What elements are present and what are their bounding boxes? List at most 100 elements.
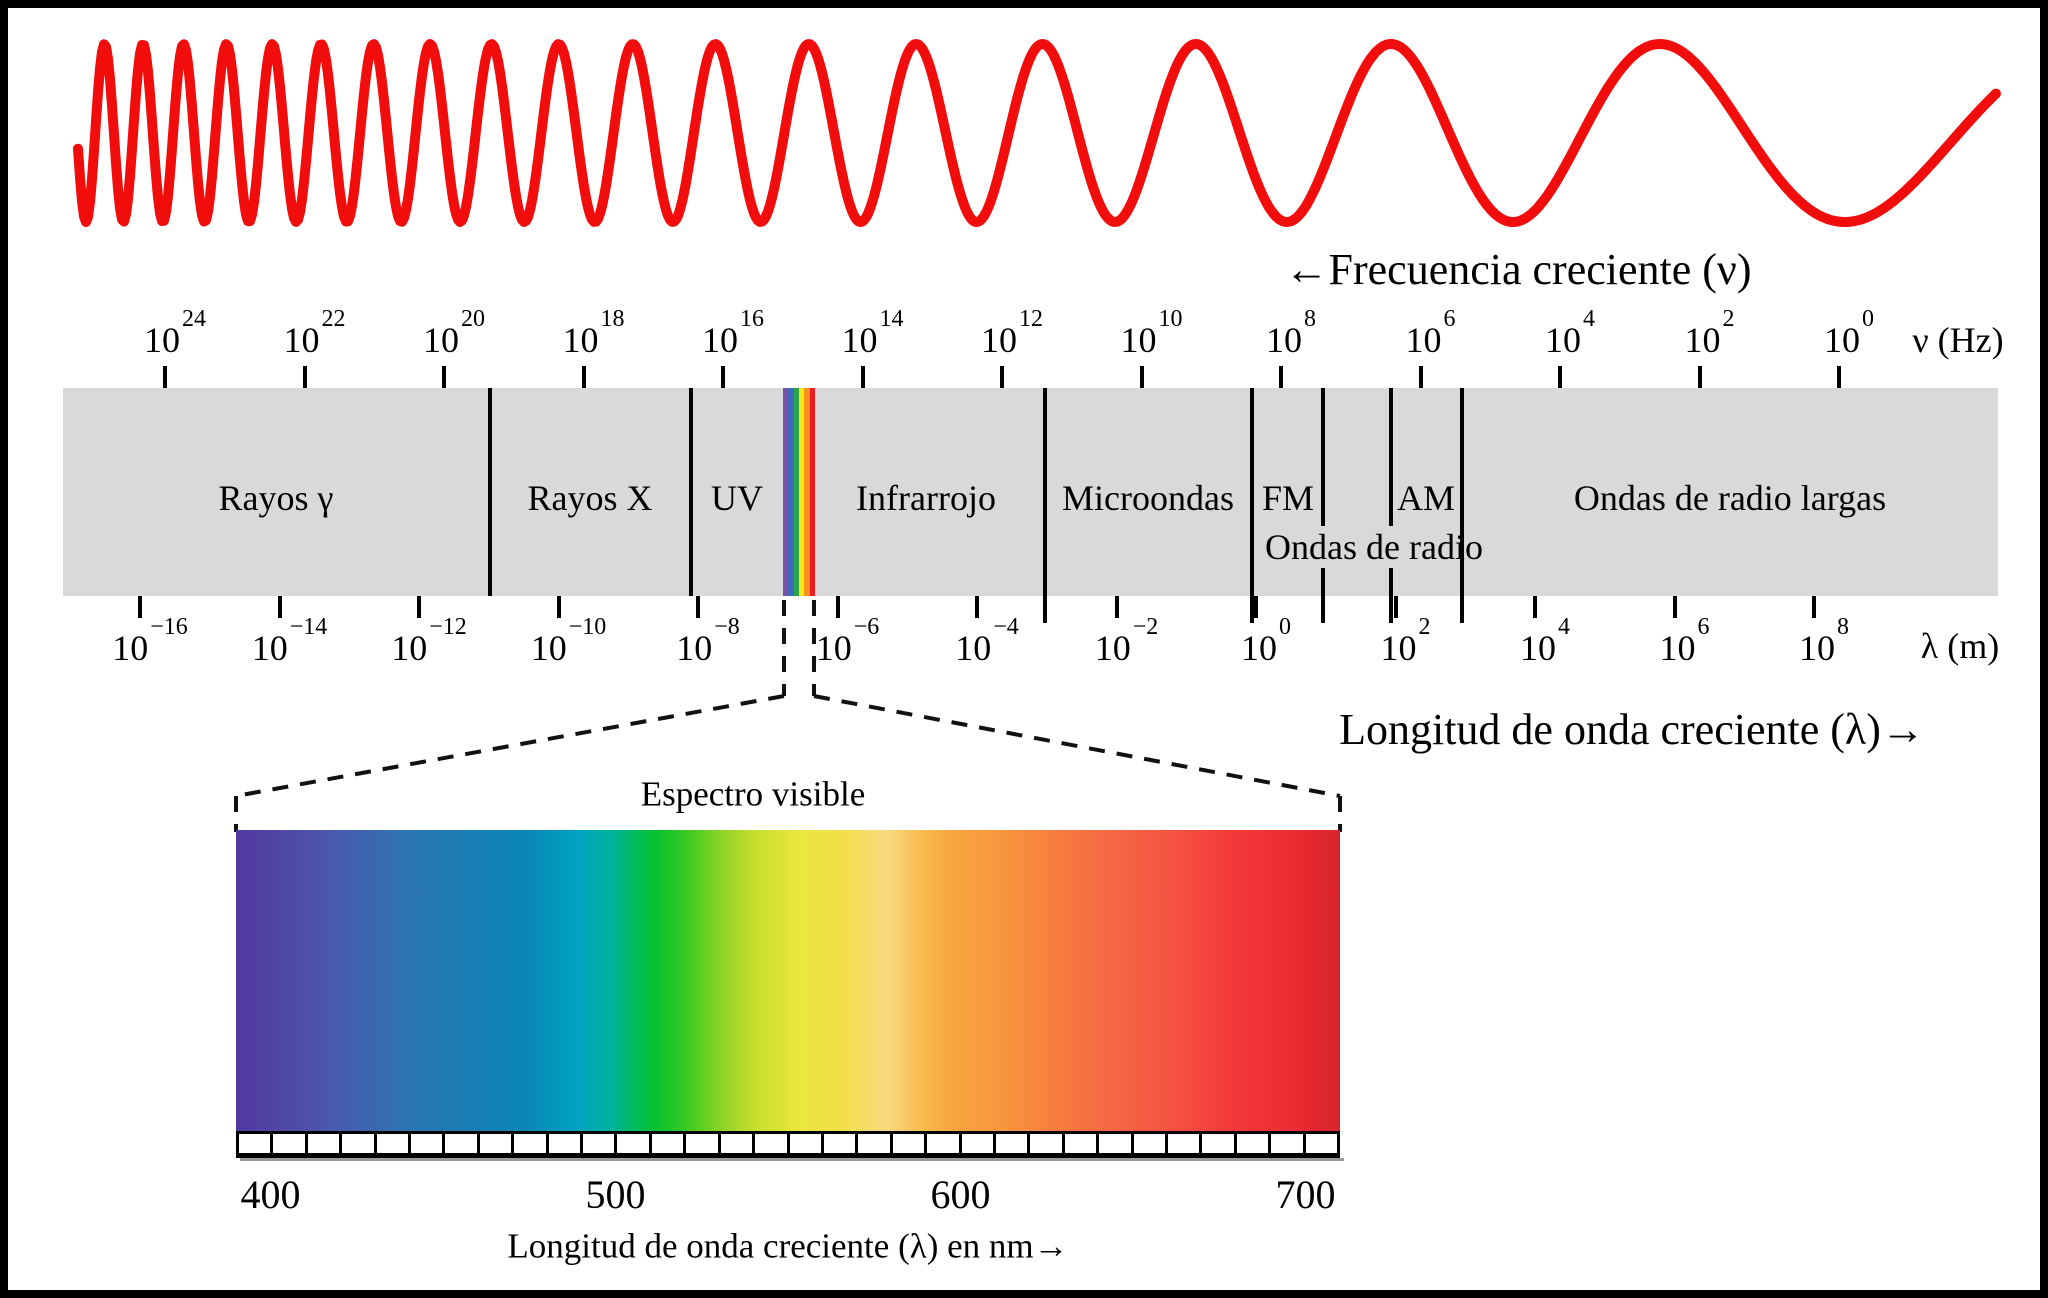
wavelength-tick	[1254, 596, 1258, 618]
visible-spectrum-ruler	[236, 1131, 1340, 1158]
band-divider	[1460, 388, 1464, 623]
nm-label-400: 400	[240, 1172, 301, 1217]
band-region-rayos-x: Rayos X	[527, 478, 653, 518]
wavelength-tick-label: 10−6	[815, 613, 880, 668]
frequency-tick	[1697, 366, 1702, 388]
wavelength-tick	[835, 596, 840, 618]
ruler-cell	[958, 1134, 993, 1153]
band-divider	[488, 388, 492, 596]
ruler-cell	[408, 1134, 442, 1153]
ruler-cell	[580, 1134, 614, 1153]
wavelength-tick	[1114, 596, 1119, 618]
frequency-tick	[302, 366, 307, 388]
frequency-tick-label: 106	[1405, 305, 1456, 360]
ruler-cell	[752, 1134, 786, 1153]
ruler-cell	[236, 1134, 270, 1153]
ruler-cell	[304, 1134, 339, 1153]
ruler-cell	[1164, 1134, 1199, 1153]
frequency-tick-label: 1014	[841, 305, 904, 360]
frequency-tick	[1279, 366, 1283, 388]
wavelength-tick-label: 10−8	[676, 613, 740, 668]
ruler-cell	[855, 1134, 889, 1153]
visible-light-sliver	[783, 388, 815, 596]
ruler-cell	[1061, 1134, 1096, 1153]
sliver-stripe	[793, 388, 799, 596]
ruler-cell	[476, 1134, 511, 1153]
ruler-cell	[339, 1134, 373, 1153]
frequency-tick	[1139, 366, 1144, 388]
ruler-cell	[270, 1134, 304, 1153]
spectrum-band	[63, 388, 1998, 596]
ruler-cell	[1130, 1134, 1165, 1153]
wavelength-tick	[556, 596, 561, 618]
frequency-tick	[163, 366, 167, 388]
frequency-tick-label: 1022	[283, 305, 346, 360]
wavelength-tick-label: 102	[1380, 613, 1431, 668]
ruler-cell	[1233, 1134, 1268, 1153]
frequency-tick-label: 104	[1545, 305, 1595, 360]
frequency-tick	[442, 366, 446, 388]
visible-spectrum-title: Espectro visible	[640, 774, 866, 814]
band-region-uv: UV	[711, 478, 763, 518]
ruler-cell	[717, 1134, 752, 1153]
ruler-cell	[1268, 1134, 1302, 1153]
frequency-tick	[1558, 366, 1562, 388]
wavelength-tick	[138, 596, 142, 618]
frequency-unit-label: ν (Hz)	[1912, 320, 2004, 360]
band-divider-lower	[1389, 568, 1393, 623]
wavelength-tick-label: 10−12	[391, 613, 467, 668]
band-divider-upper	[1389, 388, 1393, 526]
ruler-cell	[1302, 1134, 1340, 1153]
ruler-cell	[545, 1134, 580, 1153]
frequency-tick-label: 1016	[702, 305, 764, 360]
nm-label-600: 600	[930, 1172, 991, 1217]
frequency-increasing-label: ←Frecuencia creciente (ν)	[1284, 245, 1752, 294]
band-region-am: AM	[1396, 478, 1456, 518]
wavelength-tick	[1533, 596, 1537, 618]
ruler-cell	[683, 1134, 717, 1153]
wavelength-tick-label: 104	[1520, 613, 1570, 668]
ruler-cell	[992, 1134, 1027, 1153]
ruler-cell	[889, 1134, 924, 1153]
wavelength-tick	[1393, 596, 1398, 618]
visible-spectrum-gradient	[236, 830, 1340, 1131]
band-region-ondas-de-radio: Ondas de radio	[1265, 527, 1483, 567]
band-divider-upper	[1321, 388, 1325, 526]
frequency-tick	[721, 366, 725, 388]
ruler-cell	[614, 1134, 648, 1153]
wavelength-tick	[417, 596, 421, 618]
ruler-cell	[1199, 1134, 1233, 1153]
wavelength-tick-label: 10−14	[251, 613, 328, 668]
frequency-tick	[1418, 366, 1423, 388]
ruler-cell	[820, 1134, 855, 1153]
frequency-tick	[1837, 366, 1841, 388]
wavelength-unit-label: λ (m)	[1920, 626, 2000, 666]
ruler-cell	[648, 1134, 683, 1153]
wavelength-tick-label: 106	[1659, 613, 1710, 668]
ruler-cell	[1027, 1134, 1061, 1153]
frequency-tick-label: 102	[1684, 305, 1735, 360]
band-region-fm: FM	[1261, 478, 1315, 518]
wavelength-tick-label: 108	[1799, 613, 1849, 668]
wavelength-tick-label: 100	[1241, 613, 1291, 668]
frequency-tick-label: 1024	[144, 305, 206, 360]
sliver-stripe	[788, 388, 794, 596]
visible-spectrum-caption: Longitud de onda creciente (λ) en nm→	[507, 1226, 1069, 1266]
wavelength-tick-label: 10−2	[1094, 613, 1159, 668]
wavelength-tick	[277, 596, 282, 618]
sine-wave	[73, 39, 2001, 227]
frequency-tick-label: 1010	[1120, 305, 1183, 360]
frequency-tick-label: 100	[1824, 305, 1874, 360]
sliver-stripe	[783, 388, 789, 596]
band-region-infrarrojo: Infrarrojo	[856, 478, 996, 518]
band-divider	[1043, 388, 1047, 623]
wavelength-tick-label: 10−4	[955, 613, 1019, 668]
sine-wave-path	[73, 39, 2001, 227]
ruler-cell	[373, 1134, 408, 1153]
frequency-tick	[581, 366, 586, 388]
nm-label-500: 500	[585, 1172, 646, 1217]
frequency-tick-label: 1020	[423, 305, 485, 360]
sliver-stripe	[798, 388, 805, 596]
visible-spectrum-ruler-shadow	[240, 1158, 1344, 1161]
ruler-cell	[511, 1134, 545, 1153]
